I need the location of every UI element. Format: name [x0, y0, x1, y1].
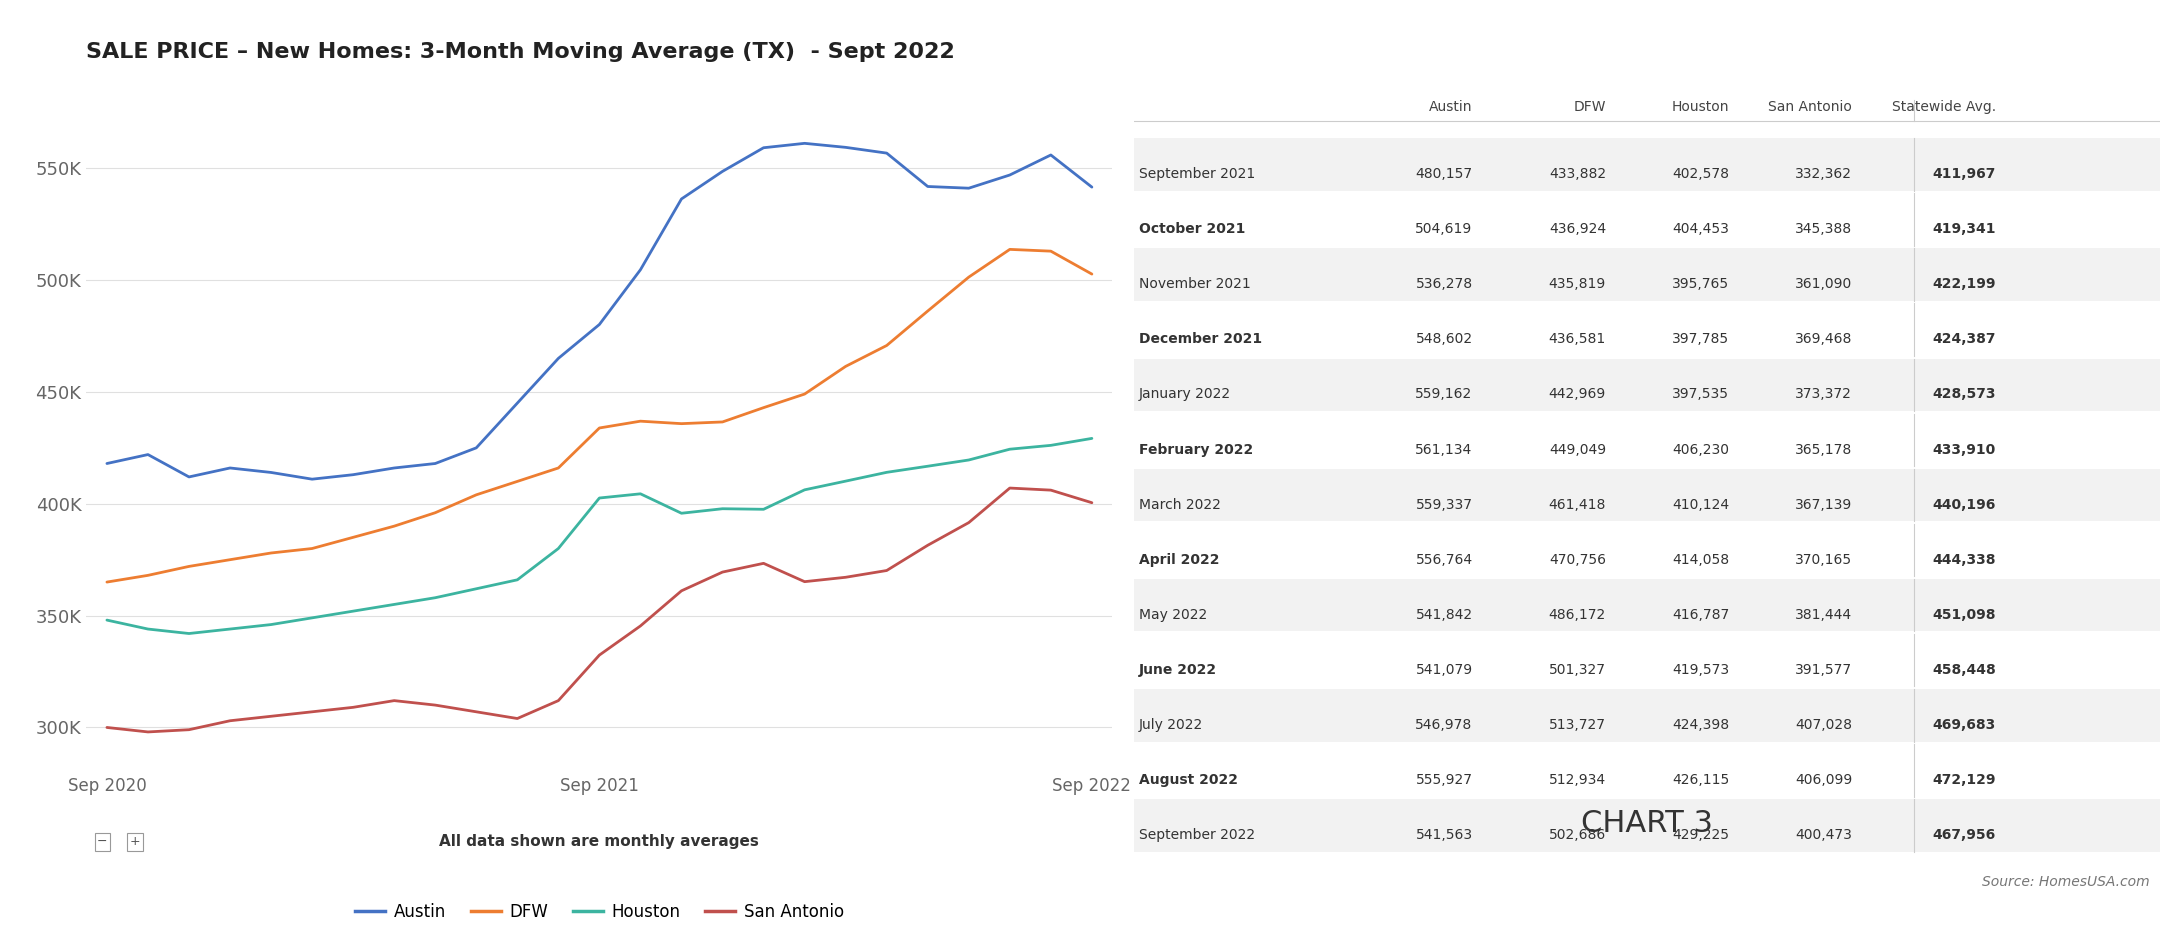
Text: 416,787: 416,787 — [1672, 607, 1728, 622]
Text: All data shown are monthly averages: All data shown are monthly averages — [438, 834, 760, 849]
Text: 548,602: 548,602 — [1415, 332, 1473, 346]
Text: 513,727: 513,727 — [1549, 718, 1607, 732]
Bar — [1134, 469, 2160, 521]
Text: September 2022: September 2022 — [1138, 828, 1255, 842]
Bar — [1134, 689, 2160, 741]
Text: 407,028: 407,028 — [1795, 718, 1851, 732]
Text: DFW: DFW — [1572, 99, 1607, 113]
Text: May 2022: May 2022 — [1138, 607, 1207, 622]
Text: Austin: Austin — [1430, 99, 1473, 113]
Text: 541,842: 541,842 — [1415, 607, 1473, 622]
Text: 424,398: 424,398 — [1672, 718, 1728, 732]
Text: 436,581: 436,581 — [1549, 332, 1607, 346]
Text: 536,278: 536,278 — [1415, 277, 1473, 291]
Text: 435,819: 435,819 — [1549, 277, 1607, 291]
Text: January 2022: January 2022 — [1138, 388, 1231, 402]
Text: 486,172: 486,172 — [1549, 607, 1607, 622]
Legend: Austin, DFW, Houston, San Antonio: Austin, DFW, Houston, San Antonio — [348, 897, 851, 928]
Text: Source: HomesUSA.com: Source: HomesUSA.com — [1981, 875, 2149, 889]
Text: 397,535: 397,535 — [1672, 388, 1728, 402]
Text: 440,196: 440,196 — [1933, 498, 1996, 512]
Text: 559,162: 559,162 — [1415, 388, 1473, 402]
Text: 480,157: 480,157 — [1415, 167, 1473, 181]
Text: 556,764: 556,764 — [1415, 553, 1473, 566]
Text: 381,444: 381,444 — [1795, 607, 1851, 622]
Text: 365,178: 365,178 — [1795, 443, 1851, 457]
Text: 370,165: 370,165 — [1795, 553, 1851, 566]
Text: 419,573: 419,573 — [1672, 663, 1728, 677]
Text: 559,337: 559,337 — [1415, 498, 1473, 512]
Text: 373,372: 373,372 — [1795, 388, 1851, 402]
Text: 449,049: 449,049 — [1549, 443, 1607, 457]
Text: 426,115: 426,115 — [1672, 773, 1728, 787]
Text: July 2022: July 2022 — [1138, 718, 1203, 732]
Text: 419,341: 419,341 — [1933, 222, 1996, 236]
Text: 436,924: 436,924 — [1549, 222, 1607, 236]
Text: 444,338: 444,338 — [1933, 553, 1996, 566]
Text: 369,468: 369,468 — [1795, 332, 1851, 346]
Text: Statewide Avg.: Statewide Avg. — [1892, 99, 1996, 113]
Text: 433,910: 433,910 — [1933, 443, 1996, 457]
Text: 561,134: 561,134 — [1415, 443, 1473, 457]
Text: 391,577: 391,577 — [1795, 663, 1851, 677]
Bar — [1134, 358, 2160, 411]
Text: SALE PRICE – New Homes: 3-Month Moving Average (TX)  - Sept 2022: SALE PRICE – New Homes: 3-Month Moving A… — [86, 42, 955, 62]
Text: 458,448: 458,448 — [1931, 663, 1996, 677]
Text: 442,969: 442,969 — [1549, 388, 1607, 402]
Text: October 2021: October 2021 — [1138, 222, 1246, 236]
Text: August 2022: August 2022 — [1138, 773, 1238, 787]
Text: 470,756: 470,756 — [1549, 553, 1607, 566]
Text: 546,978: 546,978 — [1415, 718, 1473, 732]
Text: 345,388: 345,388 — [1795, 222, 1851, 236]
Text: 332,362: 332,362 — [1795, 167, 1851, 181]
Bar — [1134, 248, 2160, 300]
Text: 433,882: 433,882 — [1549, 167, 1607, 181]
Text: September 2021: September 2021 — [1138, 167, 1255, 181]
Text: 555,927: 555,927 — [1415, 773, 1473, 787]
Text: 472,129: 472,129 — [1933, 773, 1996, 787]
Bar — [1134, 799, 2160, 852]
Text: 512,934: 512,934 — [1549, 773, 1607, 787]
Text: 428,573: 428,573 — [1933, 388, 1996, 402]
Text: 395,765: 395,765 — [1672, 277, 1728, 291]
Text: Houston: Houston — [1672, 99, 1728, 113]
Text: 406,099: 406,099 — [1795, 773, 1851, 787]
Text: 410,124: 410,124 — [1672, 498, 1728, 512]
Text: 404,453: 404,453 — [1672, 222, 1728, 236]
Text: CHART 3: CHART 3 — [1581, 810, 1713, 838]
Text: 422,199: 422,199 — [1933, 277, 1996, 291]
Text: 451,098: 451,098 — [1933, 607, 1996, 622]
Text: 502,686: 502,686 — [1549, 828, 1607, 842]
Text: 397,785: 397,785 — [1672, 332, 1728, 346]
Text: 429,225: 429,225 — [1672, 828, 1728, 842]
Text: 504,619: 504,619 — [1415, 222, 1473, 236]
Text: 541,563: 541,563 — [1415, 828, 1473, 842]
Text: November 2021: November 2021 — [1138, 277, 1251, 291]
Text: 406,230: 406,230 — [1672, 443, 1728, 457]
Text: 461,418: 461,418 — [1549, 498, 1607, 512]
Bar — [1134, 139, 2160, 191]
Text: 411,967: 411,967 — [1933, 167, 1996, 181]
Text: +: + — [130, 835, 140, 848]
Text: 414,058: 414,058 — [1672, 553, 1728, 566]
Text: San Antonio: San Antonio — [1769, 99, 1851, 113]
Text: April 2022: April 2022 — [1138, 553, 1220, 566]
Text: 402,578: 402,578 — [1672, 167, 1728, 181]
Bar — [1134, 579, 2160, 632]
Text: 501,327: 501,327 — [1549, 663, 1607, 677]
Text: 400,473: 400,473 — [1795, 828, 1851, 842]
Text: 367,139: 367,139 — [1795, 498, 1851, 512]
Text: 424,387: 424,387 — [1933, 332, 1996, 346]
Text: June 2022: June 2022 — [1138, 663, 1218, 677]
Text: −: − — [97, 835, 108, 848]
Text: 467,956: 467,956 — [1933, 828, 1996, 842]
Text: December 2021: December 2021 — [1138, 332, 1261, 346]
Text: 541,079: 541,079 — [1415, 663, 1473, 677]
Text: 469,683: 469,683 — [1933, 718, 1996, 732]
Text: 361,090: 361,090 — [1795, 277, 1851, 291]
Text: March 2022: March 2022 — [1138, 498, 1220, 512]
Text: February 2022: February 2022 — [1138, 443, 1253, 457]
